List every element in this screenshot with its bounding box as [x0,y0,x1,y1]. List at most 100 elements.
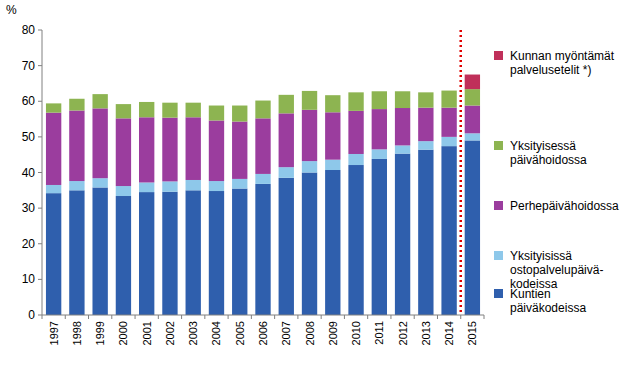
legend-swatch [494,289,503,298]
bar-segment [255,184,270,315]
bar-segment [69,99,84,111]
separator-line [459,30,462,315]
x-tick-label: 2007 [280,321,292,345]
bar-segment [441,91,456,108]
bar-segment [325,95,340,112]
x-tick [390,315,391,319]
x-tick [414,315,415,319]
x-tick [204,315,205,319]
bar-segment [186,117,201,180]
bar-segment [372,91,387,109]
x-tick-label: 2011 [373,321,385,345]
bar-segment [46,193,61,315]
bar-segment [348,165,363,315]
bar-segment [232,189,247,315]
bar-segment [46,185,61,193]
bar-segment [302,110,317,161]
bar-segment [186,103,201,118]
x-tick-label: 2012 [397,321,409,345]
bar-segment [441,108,456,137]
x-tick-label: 2002 [164,321,176,345]
x-tick-label: 2001 [141,321,153,345]
bar-segment [255,174,270,184]
x-tick [111,315,112,319]
bar-segment [302,173,317,316]
bar-segment [418,150,433,315]
legend-line: Kunnan myöntämät [510,49,615,63]
legend-line: päivähoidossa [510,153,587,167]
legend-line: Kuntien [510,287,551,301]
x-tick-label: 2006 [257,321,269,345]
bar-segment [162,181,177,191]
y-tick [38,208,42,209]
x-tick [344,315,345,319]
x-tick [158,315,159,319]
x-tick-label: 2005 [234,321,246,345]
x-axis [42,315,484,316]
bar-segment [232,179,247,189]
x-tick-label: 2000 [117,321,129,345]
legend-line: palvelusetelit *) [510,63,591,77]
bar-segment [348,92,363,111]
bar-segment [232,122,247,179]
bar-segment [372,149,387,159]
legend-line: Yksityisessä [510,139,576,153]
y-tick-label: 60 [22,94,36,108]
bar-segment [418,92,433,107]
legend-line: päiväkodeissa [510,301,586,315]
bar-segment [46,113,61,185]
bar-segment [255,101,270,119]
bar-segment [302,161,317,172]
x-tick [367,315,368,319]
y-tick-label: 10 [22,272,36,286]
x-tick-label: 1999 [94,321,106,345]
legend-line: Perhepäivähoidossa [510,199,619,213]
legend-line: Yksityisissä [510,249,572,263]
x-tick-label: 2015 [466,321,478,345]
x-tick-label: 2014 [443,321,455,345]
bar-segment [302,91,317,110]
y-tick [38,65,42,66]
y-tick [38,243,42,244]
bar-segment [162,192,177,315]
y-tick-label: 40 [22,166,36,180]
x-tick [181,315,182,319]
x-tick-label: 2009 [327,321,339,345]
y-tick [38,101,42,102]
x-tick-label: 2004 [210,321,222,345]
y-tick [38,279,42,280]
bar-segment [232,106,247,122]
bar-segment [465,75,480,90]
bar-segment [255,118,270,174]
x-tick [297,315,298,319]
x-tick-label: 2008 [304,321,316,345]
bar-segment [325,160,340,170]
bar-segment [92,187,107,315]
bar-segment [418,141,433,150]
bar-segment [139,192,154,315]
y-tick-label: 70 [22,59,36,73]
legend-label: Kunnan myöntämätpalvelusetelit *) [510,49,615,77]
legend-line: ostopalvelupäivä- [510,263,603,277]
bar-segment [116,186,131,196]
bar-segment [162,103,177,118]
bar-segment [116,118,131,186]
bar-segment [395,145,410,153]
x-tick [42,315,43,319]
bar-segment [46,103,61,112]
legend-swatch [494,141,503,150]
bar-segment [279,95,294,114]
bar-segment [279,178,294,315]
bar-segment [92,178,107,187]
bar-segment [69,190,84,315]
bar-segment [209,191,224,315]
chart: 01020304050607080%1997199819992000200120… [0,0,624,366]
bar-segment [139,117,154,182]
bar-segment [209,181,224,191]
bar-segment [69,181,84,190]
bar-segment [325,112,340,159]
legend-swatch [494,201,503,210]
y-tick-label: 0 [28,308,35,322]
bar-segment [139,182,154,192]
x-tick [88,315,89,319]
